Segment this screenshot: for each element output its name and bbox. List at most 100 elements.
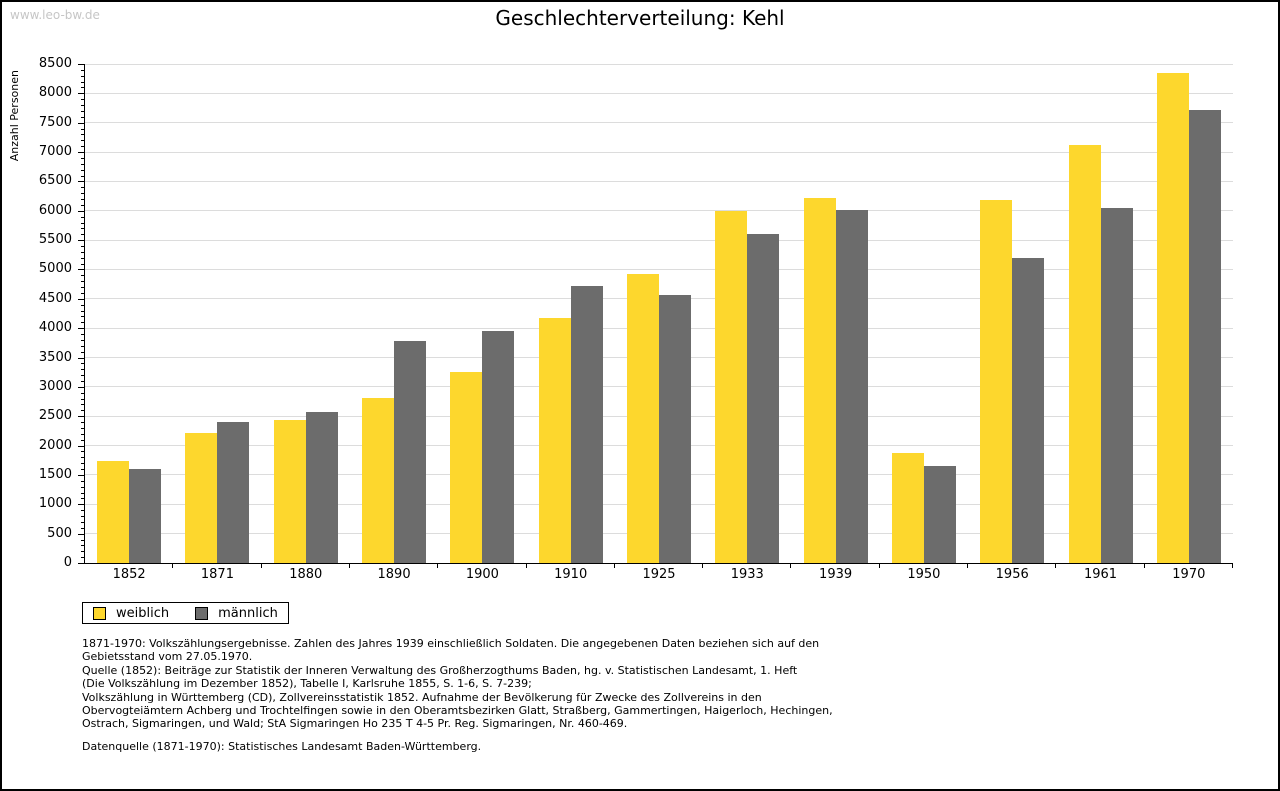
bar-weiblich-1880 (273, 419, 306, 563)
y-tick-label: 2000 (38, 437, 72, 453)
y-major-tick (78, 357, 84, 359)
bar-weiblich-1871 (185, 433, 218, 563)
footnote-line: Ostrach, Sigmaringen, und Wald; StA Sigm… (82, 717, 628, 731)
y-major-tick (78, 474, 84, 476)
y-minor-tick (81, 498, 84, 500)
y-major-tick (78, 210, 84, 212)
y-major-tick (78, 64, 84, 65)
x-boundary-tick (1055, 563, 1057, 568)
bar-weiblich-1950 (891, 453, 924, 563)
y-minor-tick (81, 199, 84, 201)
y-minor-tick (81, 140, 84, 142)
y-minor-tick (81, 116, 84, 118)
y-tick-label: 3000 (38, 378, 72, 394)
y-minor-tick (81, 404, 84, 406)
bar-weiblich-1939 (803, 197, 836, 563)
y-gridline (85, 92, 1233, 94)
y-major-tick (78, 181, 84, 183)
y-major-tick (78, 269, 84, 271)
y-tick-label: 6000 (38, 202, 72, 218)
y-minor-tick (81, 310, 84, 312)
y-minor-tick (81, 169, 84, 171)
footnote-line: (Die Volkszählung im Dezember 1852), Tab… (82, 677, 532, 691)
y-tick-label: 8000 (38, 85, 72, 101)
bar-männlich-1880 (305, 412, 338, 563)
bar-männlich-1925 (659, 295, 691, 563)
bar-männlich-1871 (217, 422, 250, 563)
y-minor-tick (81, 480, 84, 482)
x-tick-label: 1900 (465, 567, 499, 582)
y-major-tick (78, 533, 84, 535)
y-major-tick (78, 122, 84, 124)
y-minor-tick (81, 157, 84, 159)
y-gridline (85, 180, 1233, 182)
bar-weiblich-1890 (362, 398, 395, 563)
x-tick-label: 1890 (377, 567, 411, 582)
y-major-tick (78, 240, 84, 242)
x-tick-label: 1925 (642, 567, 676, 582)
y-minor-tick (81, 463, 84, 465)
x-tick-label: 1950 (907, 567, 941, 582)
bar-männlich-1939 (835, 209, 868, 563)
y-major-tick (78, 416, 84, 418)
bar-weiblich-1852 (97, 461, 130, 563)
y-minor-tick (81, 433, 84, 435)
y-minor-tick (81, 87, 84, 89)
plot-area: 1852 1871 1880 1890 1900 1910 1925 1933 1939 1950… (84, 63, 1233, 582)
x-boundary-tick (790, 563, 792, 568)
x-boundary-tick (437, 563, 439, 568)
x-tick-label: 1939 (819, 567, 853, 582)
y-minor-tick (81, 521, 84, 523)
y-tick-label: 4500 (38, 290, 72, 306)
y-minor-tick (81, 204, 84, 206)
x-boundary-tick (613, 563, 615, 568)
y-gridline (85, 268, 1233, 270)
y-minor-tick (81, 287, 84, 289)
y-minor-tick (81, 257, 84, 259)
bar-weiblich-1933 (715, 210, 748, 563)
x-tick-label: 1970 (1172, 567, 1206, 582)
y-minor-tick (81, 492, 84, 494)
y-minor-tick (81, 410, 84, 412)
y-minor-tick (81, 69, 84, 71)
y-minor-tick (81, 486, 84, 488)
y-gridline (85, 63, 1233, 65)
y-major-tick (78, 298, 84, 300)
y-tick-label: 1000 (38, 496, 72, 512)
y-minor-tick (81, 134, 84, 136)
y-gridline (85, 210, 1233, 212)
legend-label-männlich: männlich (218, 605, 278, 621)
footnote-line: Volkszählung in Württemberg (CD), Zollve… (82, 690, 762, 704)
bar-männlich-1961 (1100, 208, 1133, 563)
y-major-tick (78, 504, 84, 506)
y-tick-label: 2500 (38, 408, 72, 424)
y-minor-tick (81, 392, 84, 394)
bar-männlich-1970 (1188, 109, 1221, 563)
y-major-tick (78, 386, 84, 388)
legend: weiblich männlich (82, 602, 289, 624)
y-minor-tick (81, 339, 84, 341)
y-minor-tick (81, 263, 84, 265)
bar-männlich-1852 (129, 469, 162, 563)
x-boundary-tick (967, 563, 969, 568)
footnote-line: Quelle (1852): Beiträge zur Statistik de… (82, 663, 798, 677)
y-major-tick (78, 328, 84, 330)
y-minor-tick (81, 234, 84, 236)
chart-title: Geschlechterverteilung: Kehl (495, 6, 785, 30)
x-boundary-tick (1143, 563, 1145, 568)
y-minor-tick (81, 216, 84, 218)
legend-swatch-männlich (195, 606, 209, 620)
y-minor-tick (81, 193, 84, 195)
y-tick-label: 8500 (38, 56, 72, 71)
bar-weiblich-1910 (538, 318, 571, 563)
y-minor-tick (81, 427, 84, 429)
x-tick-label: 1961 (1083, 567, 1118, 582)
y-minor-tick (81, 381, 84, 382)
y-minor-tick (81, 557, 84, 559)
footnote-datenquelle: Datenquelle (1871-1970): Statistisches L… (82, 739, 482, 753)
y-minor-tick (81, 351, 84, 353)
y-major-tick (78, 563, 84, 564)
y-major-tick (78, 93, 84, 95)
y-minor-tick (81, 163, 84, 165)
bar-weiblich-1900 (450, 371, 483, 563)
